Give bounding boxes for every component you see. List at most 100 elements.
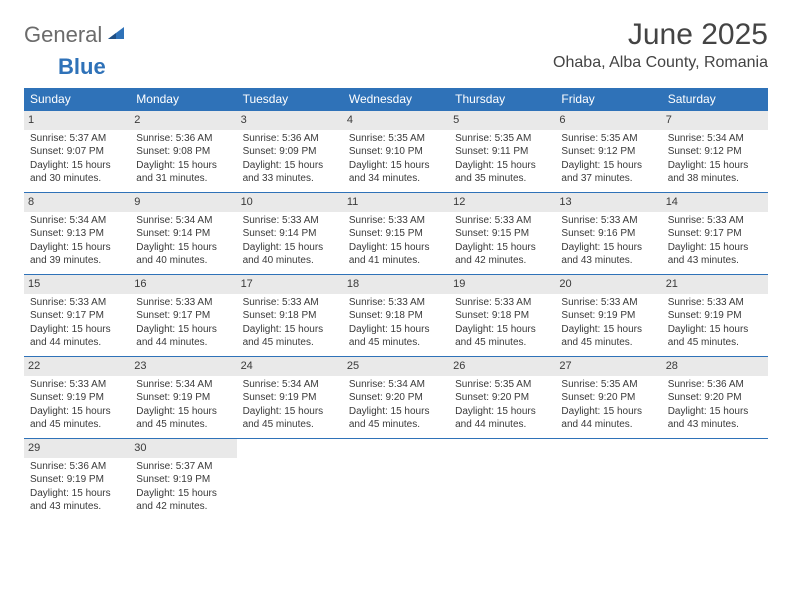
sunrise-text: Sunrise: 5:37 AM (30, 132, 124, 146)
sunrise-text: Sunrise: 5:33 AM (349, 296, 443, 310)
dayhdr-wed: Wednesday (343, 88, 449, 111)
calendar-row: 29Sunrise: 5:36 AMSunset: 9:19 PMDayligh… (24, 439, 768, 521)
daylight-text: and 44 minutes. (30, 336, 124, 350)
sunset-text: Sunset: 9:13 PM (30, 227, 124, 241)
day-number: 15 (24, 275, 130, 294)
sunset-text: Sunset: 9:10 PM (349, 145, 443, 159)
daylight-text: Daylight: 15 hours (349, 241, 443, 255)
day-number: 24 (237, 357, 343, 376)
sunset-text: Sunset: 9:15 PM (455, 227, 549, 241)
daylight-text: and 45 minutes. (455, 336, 549, 350)
daylight-text: Daylight: 15 hours (136, 241, 230, 255)
brand-blue: Blue (58, 54, 106, 79)
daylight-text: and 45 minutes. (30, 418, 124, 432)
calendar-cell: 29Sunrise: 5:36 AMSunset: 9:19 PMDayligh… (24, 439, 130, 521)
calendar-cell: 2Sunrise: 5:36 AMSunset: 9:08 PMDaylight… (130, 111, 236, 193)
sunset-text: Sunset: 9:18 PM (349, 309, 443, 323)
sunset-text: Sunset: 9:07 PM (30, 145, 124, 159)
calendar-cell (449, 439, 555, 521)
daylight-text: Daylight: 15 hours (30, 159, 124, 173)
day-number: 18 (343, 275, 449, 294)
sunset-text: Sunset: 9:17 PM (136, 309, 230, 323)
calendar-cell: 28Sunrise: 5:36 AMSunset: 9:20 PMDayligh… (662, 357, 768, 439)
calendar-cell: 7Sunrise: 5:34 AMSunset: 9:12 PMDaylight… (662, 111, 768, 193)
calendar-cell: 17Sunrise: 5:33 AMSunset: 9:18 PMDayligh… (237, 275, 343, 357)
daylight-text: and 45 minutes. (136, 418, 230, 432)
daylight-text: and 45 minutes. (349, 336, 443, 350)
calendar-cell (555, 439, 661, 521)
calendar-cell: 18Sunrise: 5:33 AMSunset: 9:18 PMDayligh… (343, 275, 449, 357)
day-number: 4 (343, 111, 449, 130)
brand-general: General (24, 22, 102, 48)
sunrise-text: Sunrise: 5:33 AM (455, 214, 549, 228)
calendar-cell: 6Sunrise: 5:35 AMSunset: 9:12 PMDaylight… (555, 111, 661, 193)
calendar-cell (343, 439, 449, 521)
calendar-cell: 19Sunrise: 5:33 AMSunset: 9:18 PMDayligh… (449, 275, 555, 357)
sunrise-text: Sunrise: 5:35 AM (455, 132, 549, 146)
daylight-text: Daylight: 15 hours (136, 487, 230, 501)
sunset-text: Sunset: 9:18 PM (243, 309, 337, 323)
sunrise-text: Sunrise: 5:33 AM (30, 378, 124, 392)
sunrise-text: Sunrise: 5:36 AM (243, 132, 337, 146)
day-number: 30 (130, 439, 236, 458)
daylight-text: and 31 minutes. (136, 172, 230, 186)
daylight-text: and 43 minutes. (668, 418, 762, 432)
sunrise-text: Sunrise: 5:37 AM (136, 460, 230, 474)
daylight-text: Daylight: 15 hours (668, 405, 762, 419)
day-number: 23 (130, 357, 236, 376)
sunrise-text: Sunrise: 5:36 AM (136, 132, 230, 146)
sunrise-text: Sunrise: 5:33 AM (349, 214, 443, 228)
sunset-text: Sunset: 9:19 PM (30, 473, 124, 487)
calendar-cell: 4Sunrise: 5:35 AMSunset: 9:10 PMDaylight… (343, 111, 449, 193)
sunrise-text: Sunrise: 5:33 AM (136, 296, 230, 310)
day-number: 29 (24, 439, 130, 458)
day-number: 22 (24, 357, 130, 376)
calendar-header-row: Sunday Monday Tuesday Wednesday Thursday… (24, 88, 768, 111)
brand-mark-icon (106, 23, 126, 48)
daylight-text: Daylight: 15 hours (243, 405, 337, 419)
day-number: 9 (130, 193, 236, 212)
day-number: 8 (24, 193, 130, 212)
sunrise-text: Sunrise: 5:34 AM (30, 214, 124, 228)
sunset-text: Sunset: 9:11 PM (455, 145, 549, 159)
calendar-row: 8Sunrise: 5:34 AMSunset: 9:13 PMDaylight… (24, 193, 768, 275)
sunset-text: Sunset: 9:16 PM (561, 227, 655, 241)
sunset-text: Sunset: 9:17 PM (30, 309, 124, 323)
sunrise-text: Sunrise: 5:34 AM (349, 378, 443, 392)
sunset-text: Sunset: 9:12 PM (561, 145, 655, 159)
day-number: 7 (662, 111, 768, 130)
calendar-cell: 15Sunrise: 5:33 AMSunset: 9:17 PMDayligh… (24, 275, 130, 357)
day-number: 21 (662, 275, 768, 294)
day-number: 20 (555, 275, 661, 294)
daylight-text: and 45 minutes. (243, 336, 337, 350)
calendar-cell: 16Sunrise: 5:33 AMSunset: 9:17 PMDayligh… (130, 275, 236, 357)
calendar-cell (237, 439, 343, 521)
daylight-text: Daylight: 15 hours (243, 241, 337, 255)
daylight-text: Daylight: 15 hours (455, 405, 549, 419)
day-number: 1 (24, 111, 130, 130)
sunrise-text: Sunrise: 5:34 AM (243, 378, 337, 392)
calendar-cell: 1 Sunrise: 5:37 AMSunset: 9:07 PMDaylight… (24, 111, 130, 193)
sunrise-text: Sunrise: 5:35 AM (349, 132, 443, 146)
daylight-text: and 39 minutes. (30, 254, 124, 268)
daylight-text: and 38 minutes. (668, 172, 762, 186)
day-number: 11 (343, 193, 449, 212)
calendar-cell: 10Sunrise: 5:33 AMSunset: 9:14 PMDayligh… (237, 193, 343, 275)
sunset-text: Sunset: 9:19 PM (243, 391, 337, 405)
day-number: 19 (449, 275, 555, 294)
daylight-text: and 35 minutes. (455, 172, 549, 186)
calendar-cell: 12Sunrise: 5:33 AMSunset: 9:15 PMDayligh… (449, 193, 555, 275)
daylight-text: Daylight: 15 hours (668, 241, 762, 255)
day-number: 28 (662, 357, 768, 376)
daylight-text: and 34 minutes. (349, 172, 443, 186)
dayhdr-tue: Tuesday (237, 88, 343, 111)
daylight-text: and 45 minutes. (349, 418, 443, 432)
daylight-text: Daylight: 15 hours (243, 159, 337, 173)
sunset-text: Sunset: 9:12 PM (668, 145, 762, 159)
daylight-text: Daylight: 15 hours (561, 241, 655, 255)
day-number: 3 (237, 111, 343, 130)
sunrise-text: Sunrise: 5:34 AM (136, 214, 230, 228)
sunset-text: Sunset: 9:19 PM (136, 391, 230, 405)
day-number: 25 (343, 357, 449, 376)
month-title: June 2025 (553, 18, 768, 52)
